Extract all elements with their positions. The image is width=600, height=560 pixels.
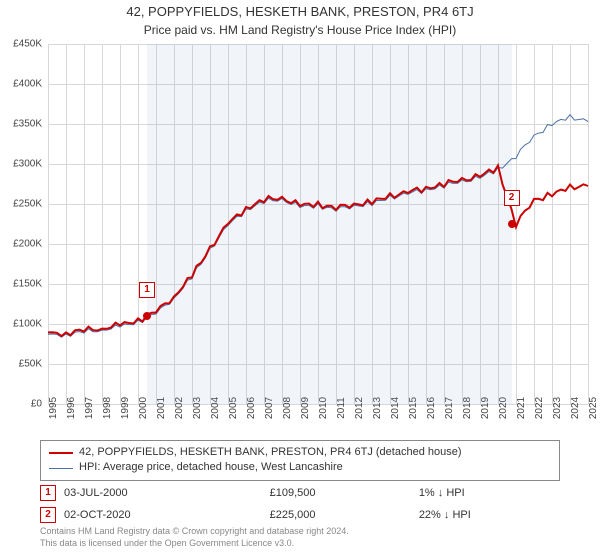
legend-swatch-icon <box>49 452 73 454</box>
legend-label: 42, POPPYFIELDS, HESKETH BANK, PRESTON, … <box>79 445 462 460</box>
sale-date: 03-JUL-2000 <box>64 487 262 499</box>
sale-marker-icon: 2 <box>40 507 56 523</box>
y-axis-label: £250K <box>13 199 42 210</box>
y-axis-label: £0 <box>31 399 42 410</box>
legend-item: 42, POPPYFIELDS, HESKETH BANK, PRESTON, … <box>49 445 551 460</box>
sale-price: £225,000 <box>270 509 411 521</box>
sale-marker-dot <box>143 312 151 320</box>
chart-subtitle: Price paid vs. HM Land Registry's House … <box>0 21 600 41</box>
sale-vs-hpi: 22% ↓ HPI <box>419 509 560 521</box>
sale-date: 02-OCT-2020 <box>64 509 262 521</box>
footer-line: Contains HM Land Registry data © Crown c… <box>40 526 560 538</box>
sale-marker-icon: 1 <box>40 485 56 501</box>
sale-vs-hpi: 1% ↓ HPI <box>419 487 560 499</box>
sale-marker-label: 1 <box>139 282 155 298</box>
y-axis-label: £350K <box>13 119 42 130</box>
legend-label: HPI: Average price, detached house, West… <box>79 460 343 475</box>
y-axis-label: £150K <box>13 279 42 290</box>
table-row: 2 02-OCT-2020 £225,000 22% ↓ HPI <box>40 504 560 526</box>
y-axis-label: £450K <box>13 39 42 50</box>
x-axis-label: 2025 <box>588 397 599 419</box>
chart-plot-area: £0£50K£100K£150K£200K£250K£300K£350K£400… <box>48 44 588 404</box>
y-axis-label: £300K <box>13 159 42 170</box>
y-axis-label: £100K <box>13 319 42 330</box>
table-row: 1 03-JUL-2000 £109,500 1% ↓ HPI <box>40 482 560 504</box>
legend-item: HPI: Average price, detached house, West… <box>49 460 551 475</box>
chart-title: 42, POPPYFIELDS, HESKETH BANK, PRESTON, … <box>0 0 600 21</box>
footer-line: This data is licensed under the Open Gov… <box>40 538 560 550</box>
y-axis-label: £400K <box>13 79 42 90</box>
y-axis-label: £50K <box>19 359 42 370</box>
y-axis-label: £200K <box>13 239 42 250</box>
legend-swatch-icon <box>49 468 73 469</box>
chart-container: 42, POPPYFIELDS, HESKETH BANK, PRESTON, … <box>0 0 600 560</box>
sales-table: 1 03-JUL-2000 £109,500 1% ↓ HPI 2 02-OCT… <box>40 482 560 526</box>
sale-marker-label: 2 <box>504 190 520 206</box>
chart-legend: 42, POPPYFIELDS, HESKETH BANK, PRESTON, … <box>40 440 560 481</box>
footer-attribution: Contains HM Land Registry data © Crown c… <box>40 526 560 549</box>
sale-price: £109,500 <box>270 487 411 499</box>
sale-marker-dot <box>508 220 516 228</box>
